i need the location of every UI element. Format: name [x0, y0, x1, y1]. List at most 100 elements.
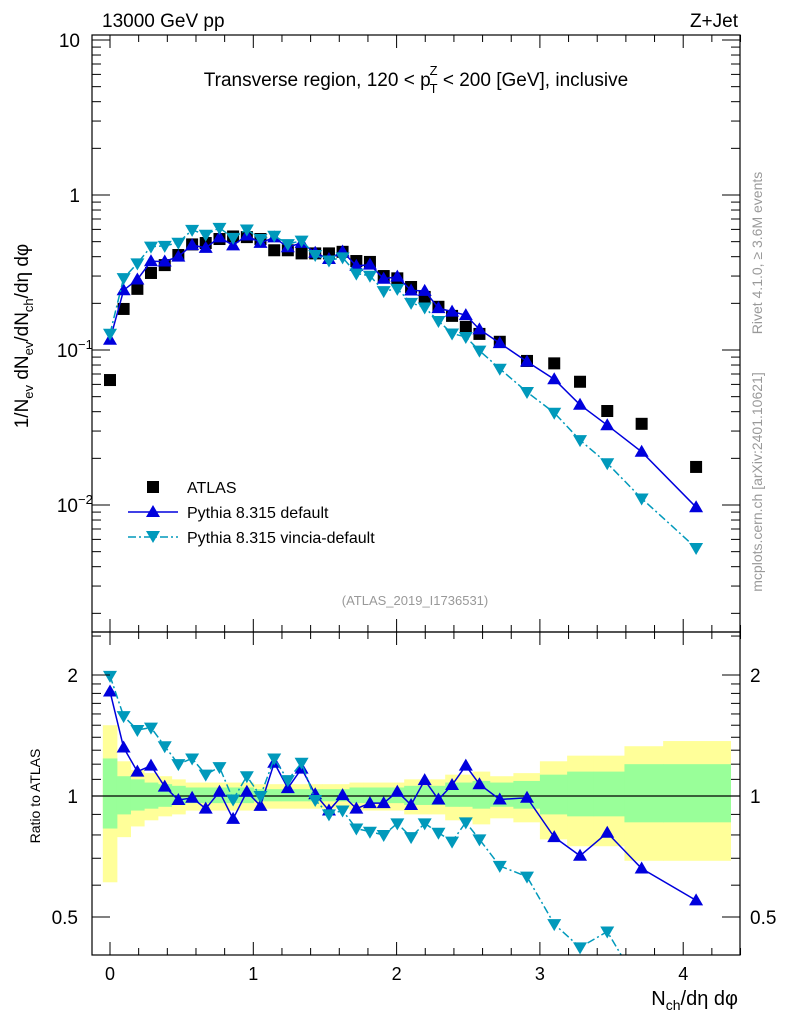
vincia-main-point [239, 224, 254, 237]
atlas-point [635, 417, 648, 430]
vincia-ratio-point [349, 823, 364, 836]
vincia-ratio-point [547, 919, 562, 932]
vincia-ratio-point [185, 753, 200, 766]
vincia-main-point [198, 229, 213, 242]
vincia-main-point [573, 435, 588, 448]
vincia-main-point [547, 407, 562, 420]
vincia-main-point [171, 237, 186, 250]
default-ratio-point [185, 790, 200, 803]
default-main-point [130, 272, 145, 285]
ratio-uncertainty-bands [102, 725, 731, 883]
band-inner [417, 785, 433, 805]
band-inner [624, 764, 664, 823]
rivet-label: Rivet 4.1.0, ≥ 3.6M events [749, 172, 765, 335]
x-axis-title: Nch/dη dφ [651, 988, 738, 1013]
default-main-point [349, 258, 364, 271]
ratio-y-axis-title: Ratio to ATLAS [27, 749, 43, 844]
vincia-ratio-point [226, 794, 241, 807]
y-tick-label: 10 [57, 341, 78, 362]
energy-label: 13000 GeV pp [102, 11, 225, 32]
vincia-ratio-point [198, 769, 213, 782]
default-main-point [600, 418, 615, 431]
vincia-ratio-point [600, 926, 615, 939]
default-ratio-point [362, 796, 377, 809]
x-tick-label: 3 [535, 964, 545, 984]
default-ratio-point [445, 778, 460, 791]
atlas-point [144, 266, 157, 279]
default-ratio-point [390, 784, 405, 797]
vincia-main-point [634, 493, 649, 506]
default-main-point [143, 254, 158, 267]
default-main-point [472, 322, 487, 335]
y-tick-label: 10 [57, 496, 78, 517]
vincia-main-point [349, 268, 364, 281]
default-ratio-point [404, 797, 419, 810]
main-series [103, 222, 704, 555]
vincia-ratio-point [280, 775, 295, 788]
vincia-main-point [600, 458, 615, 471]
vincia-main-point [472, 345, 487, 358]
default-main-point [171, 249, 186, 262]
x-tick-label: 1 [248, 964, 258, 984]
default-ratio-point [103, 684, 117, 697]
vincia-main-point [226, 232, 241, 245]
y-axis-title: 1/Nev dNev/dNch/dη dφ [12, 244, 36, 429]
band-inner [404, 785, 419, 805]
atlas-point [690, 460, 703, 473]
band-inner [363, 787, 378, 804]
band-inner [593, 771, 625, 817]
vincia-main-point [294, 235, 309, 248]
default-main-point [198, 240, 213, 253]
legend: ATLAS Pythia 8.315 default Pythia 8.315 … [128, 480, 375, 547]
vincia-ratio-point [130, 724, 145, 737]
atlas-point [104, 374, 116, 387]
vincia-main-point [321, 255, 336, 268]
default-ratio-point [116, 740, 131, 753]
legend-label-vincia: Pythia 8.315 vincia-default [187, 530, 375, 547]
ratio-tick-label-right: 0.5 [750, 908, 776, 929]
vincia-main-point [130, 258, 145, 271]
band-inner [567, 771, 595, 817]
band-inner [198, 787, 214, 804]
vincia-main-point [404, 297, 419, 310]
default-ratio-point [335, 788, 350, 801]
atlas-point [548, 357, 561, 370]
vincia-ratio-point [157, 741, 172, 754]
ratio-tick-label-right: 1 [750, 787, 761, 808]
default-main-point [520, 354, 535, 367]
x-tick-label: 2 [392, 964, 402, 984]
vincia-ratio-point [362, 826, 377, 839]
default-main-point [547, 372, 562, 385]
y-tick-label: 1 [69, 186, 80, 207]
vincia-main-point [376, 286, 391, 299]
atlas-point [601, 405, 614, 418]
default-main-point [417, 283, 432, 296]
ratio-tick-label-left: 1 [67, 787, 78, 808]
default-ratio-point [157, 779, 172, 792]
vincia-main-point [253, 234, 268, 247]
default-main-point [404, 283, 419, 296]
vincia-ratio-point [253, 791, 268, 803]
default-main-point [458, 308, 473, 321]
atlas-point [268, 244, 281, 257]
default-ratio-point [600, 825, 615, 838]
band-inner [663, 764, 731, 823]
atlas-point [117, 302, 130, 315]
vincia-ratio-point [116, 711, 131, 724]
band-inner [322, 789, 337, 802]
default-ratio-point [376, 796, 391, 809]
default-ratio-point [417, 773, 432, 786]
vincia-ratio-point [472, 834, 487, 847]
default-ratio-point [431, 792, 446, 805]
band-inner [349, 787, 364, 804]
default-main-point [376, 271, 391, 284]
vincia-ratio-point [212, 762, 227, 775]
default-main-point [185, 238, 200, 251]
vincia-main-point [308, 249, 323, 262]
default-ratio-point [171, 793, 186, 806]
atlas-point [459, 320, 472, 333]
default-ratio-point [547, 830, 562, 843]
vincia-ratio-point [308, 795, 323, 808]
default-ratio-point [143, 758, 158, 771]
vincia-main-point [520, 387, 535, 400]
